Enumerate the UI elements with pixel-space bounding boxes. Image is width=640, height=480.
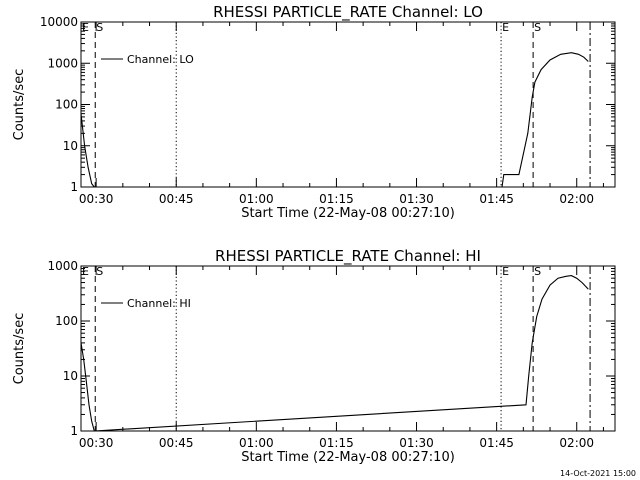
chart-panel-lo: RHESSI PARTICLE_RATE Channel: LO Counts/s…	[12, 3, 616, 221]
x-tick-label: 01:15	[319, 436, 354, 450]
event-marker-label: E	[502, 265, 509, 278]
event-marker-label: E	[82, 21, 89, 34]
x-tick-label: 02:00	[559, 436, 594, 450]
event-marker-label: S	[96, 265, 103, 278]
chart-panel-hi: RHESSI PARTICLE_RATE Channel: HI Counts/s…	[12, 247, 616, 465]
event-marker-label: E	[82, 265, 89, 278]
footer-timestamp: 14-Oct-2021 15:00	[560, 469, 636, 478]
x-axis-label: Start Time (22-May-08 00:27:10)	[241, 206, 455, 221]
x-tick-label: 01:15	[319, 192, 354, 206]
event-marker-label: S	[534, 21, 541, 34]
chart-title: RHESSI PARTICLE_RATE Channel: HI	[215, 247, 481, 266]
y-axis-label: Counts/sec	[12, 69, 27, 141]
y-axis-label: Counts/sec	[12, 313, 27, 385]
event-marker-label: S	[534, 265, 541, 278]
plot-frame	[80, 265, 616, 432]
y-tick-label: 1000	[47, 56, 78, 70]
x-tick-label: 01:30	[399, 192, 434, 206]
y-tick-label: 10	[63, 369, 78, 383]
x-tick-label: 01:00	[239, 192, 274, 206]
y-tick-label: 1	[70, 424, 78, 438]
x-tick-label: 00:30	[79, 192, 114, 206]
y-tick-label: 100	[55, 98, 78, 112]
legend-label: Channel: HI	[127, 297, 191, 310]
x-axis-label: Start Time (22-May-08 00:27:10)	[241, 450, 455, 465]
x-tick-label: 02:00	[559, 192, 594, 206]
y-tick-label: 10	[63, 139, 78, 153]
x-tick-label: 01:45	[479, 192, 514, 206]
plot-frame	[80, 21, 616, 188]
event-marker-label: S	[96, 21, 103, 34]
x-tick-label: 01:00	[239, 436, 274, 450]
legend-label: Channel: LO	[127, 53, 194, 66]
y-tick-label: 10000	[40, 15, 78, 29]
x-tick-label: 00:30	[79, 436, 114, 450]
x-tick-label: 00:45	[159, 192, 194, 206]
series-line	[81, 275, 589, 431]
x-tick-label: 01:30	[399, 436, 434, 450]
y-tick-label: 1000	[47, 259, 78, 273]
series-line	[81, 52, 589, 187]
x-tick-label: 00:45	[159, 436, 194, 450]
x-tick-label: 01:45	[479, 436, 514, 450]
y-tick-label: 1	[70, 180, 78, 194]
chart-title: RHESSI PARTICLE_RATE Channel: LO	[213, 3, 483, 22]
y-tick-label: 100	[55, 314, 78, 328]
event-marker-label: E	[502, 21, 509, 34]
